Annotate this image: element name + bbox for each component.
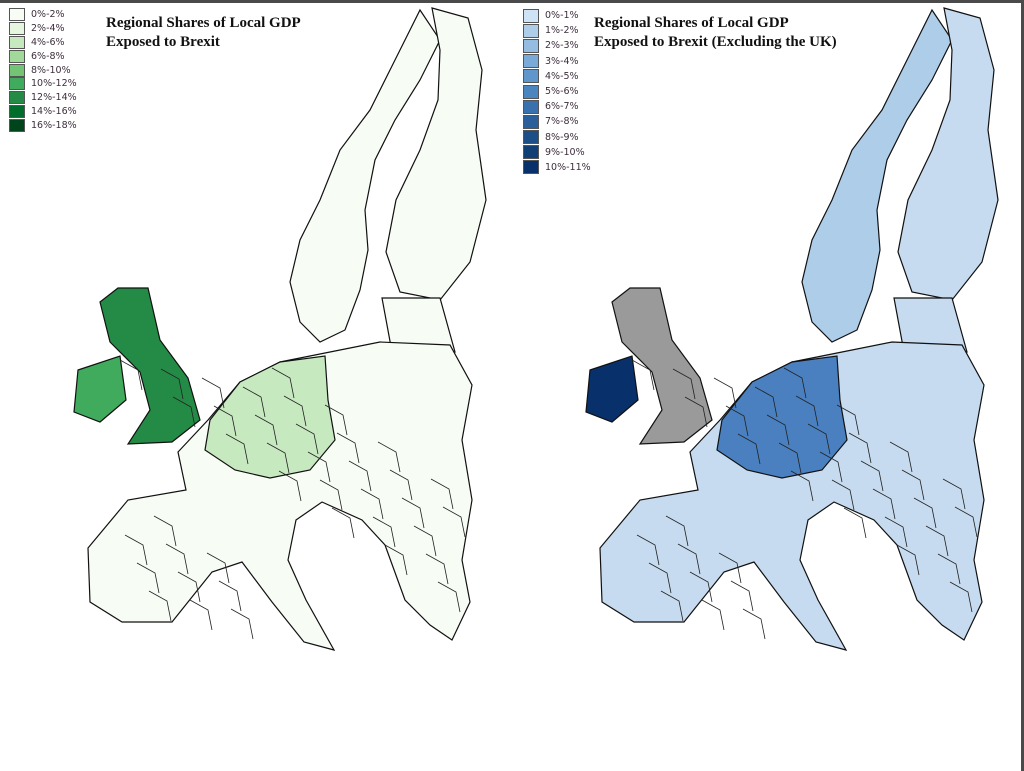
- legend-swatch: [523, 99, 539, 114]
- legend-item: 12%-14%: [9, 91, 77, 105]
- legend-label: 9%-10%: [545, 146, 585, 158]
- right-map-title: Regional Shares of Local GDP Exposed to …: [594, 14, 837, 52]
- legend-item: 0%-2%: [9, 8, 77, 22]
- legend-label: 6%-7%: [545, 101, 579, 113]
- legend-label: 4%-5%: [545, 70, 579, 82]
- legend-item: 6%-7%: [523, 99, 591, 114]
- legend-item: 10%-11%: [523, 160, 591, 175]
- left-title-line2: Exposed to Brexit: [106, 34, 220, 50]
- region-britain: [611, 287, 713, 445]
- legend-item: 2%-4%: [9, 22, 77, 36]
- legend-swatch: [9, 118, 25, 132]
- region-finland: [385, 7, 487, 301]
- legend-item: 4%-6%: [9, 35, 77, 50]
- region-borders: [119, 359, 466, 640]
- legend-label: 1%-2%: [545, 25, 579, 37]
- region-britain: [99, 287, 201, 445]
- legend-swatch: [9, 8, 25, 22]
- legend-swatch: [9, 63, 25, 77]
- legend-swatch: [9, 104, 25, 118]
- legend-swatch: [523, 69, 539, 84]
- left-map-panel: 0%-2% 2%-4% 4%-6% 6%-8% 8%-10% 10%-12% 12%-14%…: [9, 7, 487, 651]
- legend-item: 8%-9%: [523, 130, 591, 145]
- legend-item: 1%-2%: [523, 23, 591, 38]
- legend-swatch: [523, 160, 539, 175]
- right-title-line1: Regional Shares of Local GDP: [594, 15, 789, 31]
- legend-label: 2%-3%: [545, 40, 579, 52]
- legend-item: 3%-4%: [523, 54, 591, 69]
- legend-label: 10%-12%: [31, 78, 77, 90]
- legend-swatch: [523, 130, 539, 145]
- region-ireland: [585, 355, 639, 423]
- legend-item: 8%-10%: [9, 63, 77, 77]
- region-finland: [897, 7, 999, 301]
- left-choropleth-map: [73, 7, 487, 651]
- legend-label: 16%-18%: [31, 119, 77, 131]
- legend-item: 4%-5%: [523, 69, 591, 84]
- legend-label: 6%-8%: [31, 50, 65, 62]
- legend-swatch: [9, 22, 25, 36]
- legend-swatch: [523, 23, 539, 38]
- legend-item: 0%-1%: [523, 8, 591, 23]
- legend-item: 14%-16%: [9, 104, 77, 119]
- legend-label: 7%-8%: [545, 116, 579, 128]
- legend-item: 6%-8%: [9, 49, 77, 63]
- left-map-title: Regional Shares of Local GDP Exposed to …: [106, 14, 301, 52]
- legend-swatch: [9, 77, 25, 91]
- legend-swatch: [523, 145, 539, 160]
- legend-item: 5%-6%: [523, 84, 591, 99]
- left-title-line1: Regional Shares of Local GDP: [106, 15, 301, 31]
- legend-label: 8%-9%: [545, 131, 579, 143]
- legend-item: 16%-18%: [9, 118, 77, 132]
- region-scandinavia: [289, 8, 441, 343]
- legend-swatch: [523, 84, 539, 99]
- region-baltics: [893, 297, 968, 353]
- legend-label: 4%-6%: [31, 36, 65, 48]
- legend-item: 2%-3%: [523, 38, 591, 53]
- legend-label: 0%-1%: [545, 10, 579, 22]
- legend-item: 7%-8%: [523, 114, 591, 129]
- region-core: [204, 355, 336, 479]
- right-map-legend: 0%-1% 1%-2% 2%-3% 3%-4% 4%-5% 5%-6% 6%-7% 7%-8%…: [523, 8, 591, 175]
- region-ireland: [73, 355, 127, 423]
- legend-swatch: [9, 91, 25, 105]
- legend-label: 5%-6%: [545, 86, 579, 98]
- left-map-legend: 0%-2% 2%-4% 4%-6% 6%-8% 8%-10% 10%-12% 12%-14%…: [9, 8, 77, 132]
- region-core: [716, 355, 848, 479]
- legend-label: 10%-11%: [545, 161, 591, 173]
- legend-swatch: [523, 8, 539, 23]
- legend-swatch: [523, 54, 539, 69]
- window-frame-right: [1021, 0, 1024, 771]
- legend-swatch: [523, 38, 539, 53]
- legend-swatch: [9, 35, 25, 49]
- legend-item: 9%-10%: [523, 145, 591, 160]
- region-baltics: [381, 297, 456, 353]
- legend-label: 14%-16%: [31, 105, 77, 117]
- legend-label: 8%-10%: [31, 64, 71, 76]
- legend-label: 12%-14%: [31, 92, 77, 104]
- legend-label: 0%-2%: [31, 9, 65, 21]
- right-choropleth-map: [585, 7, 999, 651]
- region-borders: [631, 359, 978, 640]
- right-map-panel: 0%-1% 1%-2% 2%-3% 3%-4% 4%-5% 5%-6% 6%-7% 7%-8%…: [512, 0, 1021, 771]
- legend-label: 2%-4%: [31, 23, 65, 35]
- legend-swatch: [523, 114, 539, 129]
- legend-item: 10%-12%: [9, 77, 77, 91]
- window-frame-top: [0, 0, 1024, 3]
- right-title-line2: Exposed to Brexit (Excluding the UK): [594, 34, 837, 50]
- legend-label: 3%-4%: [545, 55, 579, 67]
- region-scandinavia: [801, 8, 953, 343]
- legend-swatch: [9, 49, 25, 63]
